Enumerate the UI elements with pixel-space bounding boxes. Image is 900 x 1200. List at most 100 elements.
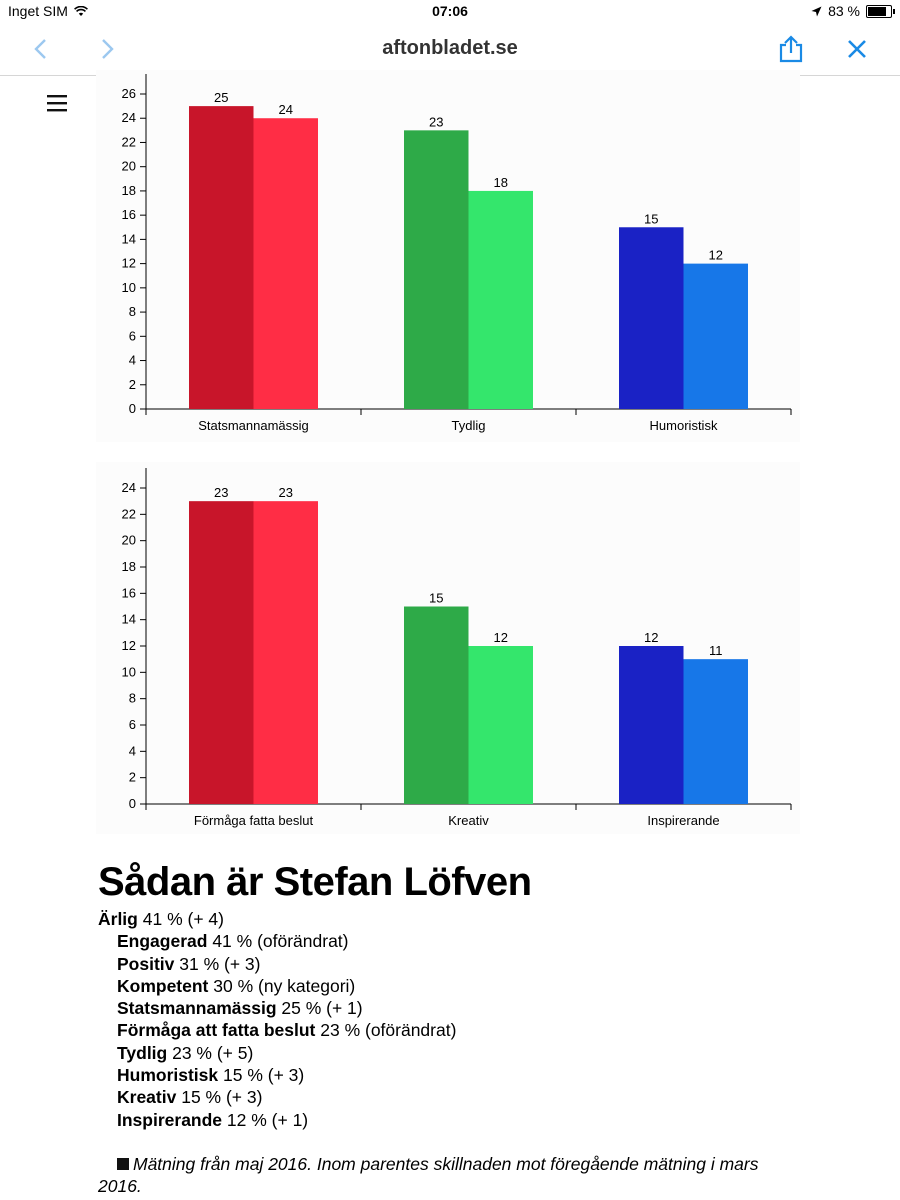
y-tick-label: 4 [129,743,136,758]
trait-value: 41 % (oförändrat) [207,931,349,952]
bar [189,106,254,409]
bar [253,501,318,804]
y-tick-label: 0 [129,796,136,811]
y-tick-label: 16 [122,585,136,600]
browser-toolbar: aftonbladet.se [0,24,900,76]
y-tick-label: 22 [122,134,136,149]
share-button[interactable] [774,32,808,66]
bar [683,659,748,804]
y-tick-label: 2 [129,770,136,785]
bar-value-label: 12 [644,630,658,645]
bar [468,646,533,804]
y-tick-label: 4 [129,353,136,368]
article-headline: Sådan är Stefan Löfven [98,860,532,904]
trait-name: Humoristisk [117,1065,219,1086]
battery-icon [866,4,895,18]
bar-value-label: 18 [494,175,508,190]
bar-chart-2: 0 2 4 6 8 10 12 14 16 18 20 22 24 23 23 Förmåga fatta b… [0,462,900,842]
article: Sådan är Stefan Löfven Ärlig 41 % (+ 4) … [98,856,798,1198]
y-tick-label: 16 [122,207,136,222]
trait-value: 30 % (ny kategori) [208,975,356,996]
x-tick-label: Statsmannamässig [198,418,309,433]
bar-value-label: 11 [709,643,723,658]
trait-value: 23 % (oförändrat) [315,1020,457,1041]
trait-row: Statsmannamässig 25 % (+ 1) [98,997,798,1019]
y-tick-label: 22 [122,506,136,521]
y-tick-label: 8 [129,691,136,706]
y-tick-label: 6 [129,328,136,343]
bar-value-label: 15 [429,591,443,606]
clock: 07:06 [432,3,468,19]
trait-row: Humoristisk 15 % (+ 3) [98,1064,798,1086]
trait-name: Förmåga att fatta beslut [117,1020,316,1041]
x-tick-label: Inspirerande [647,813,719,828]
trait-name: Ärlig [98,909,138,929]
y-tick-label: 12 [122,256,136,271]
trait-row: Engagerad 41 % (oförändrat) [98,930,798,952]
trait-name: Kreativ [117,1087,177,1108]
trait-row: Inspirerande 12 % (+ 1) [98,1109,798,1131]
close-button[interactable] [840,32,874,66]
y-tick-label: 8 [129,304,136,319]
bar-value-label: 23 [429,114,443,129]
forward-button[interactable] [91,32,125,66]
location-arrow-icon [811,6,822,16]
bullet-square-icon [117,1157,129,1170]
bar-value-label: 23 [279,485,293,500]
bar-value-label: 15 [644,211,658,226]
menu-button[interactable] [46,94,70,114]
bar-chart-1: 0 2 4 6 8 10 12 14 16 18 20 22 24 26 25 24 Statsmannamäs… [0,70,900,447]
trait-value: 15 % (+ 3) [176,1087,263,1108]
back-icon [34,39,46,59]
y-tick-label: 24 [122,110,136,125]
trait-value: 41 % (+ 4) [137,909,224,929]
bar [189,501,254,804]
trait-value: 15 % (+ 3) [218,1065,305,1086]
y-tick-label: 18 [122,183,136,198]
battery-percent: 83 % [828,3,860,19]
bar [619,646,684,804]
bar-value-label: 24 [279,102,293,117]
y-tick-label: 10 [122,280,136,295]
y-tick-label: 12 [122,638,136,653]
trait-row: Kreativ 15 % (+ 3) [98,1086,798,1108]
bar [619,227,684,409]
wifi-icon [73,5,88,16]
trait-row: Kompetent 30 % (ny kategori) [98,975,798,997]
y-tick-label: 20 [122,159,136,174]
y-tick-label: 10 [122,664,136,679]
trait-name: Statsmannamässig [117,998,277,1019]
back-button[interactable] [23,32,57,66]
trait-list: Ärlig 41 % (+ 4) Engagerad 41 % (oföränd… [98,908,798,1131]
bar [468,190,533,409]
y-tick-label: 26 [122,86,136,101]
carrier-label: Inget SIM [8,3,68,19]
y-tick-label: 2 [129,377,136,392]
trait-name: Kompetent [117,975,209,996]
y-tick-label: 14 [122,612,136,627]
y-tick-label: 0 [129,401,136,416]
close-icon [848,40,866,58]
bar [253,118,318,409]
y-tick-label: 6 [129,717,136,732]
bar-value-label: 23 [214,485,228,500]
trait-value: 31 % (+ 3) [174,953,261,974]
trait-value: 23 % (+ 5) [167,1042,254,1063]
x-tick-label: Kreativ [448,813,489,828]
forward-icon [102,39,114,59]
trait-row: Ärlig 41 % (+ 4) [98,908,798,930]
y-tick-label: 20 [122,533,136,548]
status-bar: Inget SIM 07:06 83 % [0,0,900,24]
trait-row: Förmåga att fatta beslut 23 % (oförändra… [98,1019,798,1041]
bar-value-label: 12 [494,630,508,645]
y-tick-label: 14 [122,231,136,246]
y-tick-label: 24 [122,480,136,495]
share-icon [779,35,803,63]
bar [404,130,469,409]
trait-row: Tydlig 23 % (+ 5) [98,1042,798,1064]
x-tick-label: Förmåga fatta beslut [194,813,314,828]
x-tick-label: Tydlig [452,418,486,433]
url-label[interactable]: aftonbladet.se [382,37,518,59]
